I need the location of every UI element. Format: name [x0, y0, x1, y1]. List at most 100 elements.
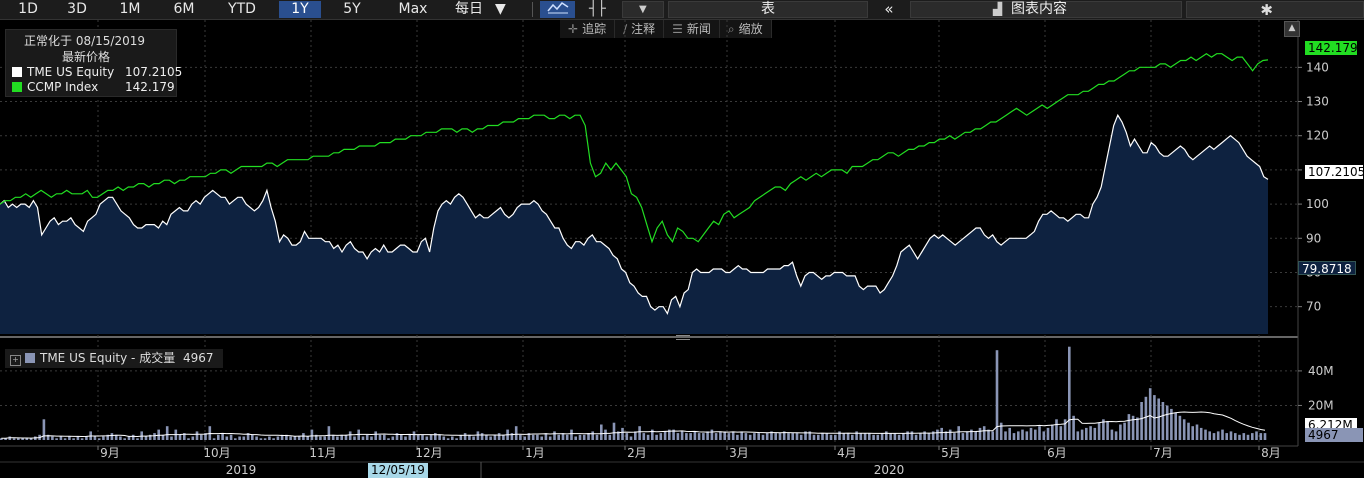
legend-series-name: TME US Equity	[27, 65, 115, 79]
volume-bar	[170, 436, 173, 440]
chart-legend[interactable]: 正常化于 08/15/2019 最新价格 TME US Equity 107.2…	[5, 29, 182, 97]
volume-bar	[200, 434, 203, 440]
chart-tools: ✛ 追踪 ∕ 注释 ☰ 新闻 ⌕ 缩放	[560, 20, 772, 38]
volume-bar	[1255, 431, 1258, 440]
legend-item-ccmp[interactable]: CCMP Index 142.179	[12, 80, 175, 94]
volume-bar	[1080, 429, 1084, 440]
volume-bar	[834, 434, 837, 440]
volume-bar	[774, 433, 777, 440]
latest-price-label: 最新价格	[62, 50, 111, 64]
volume-bar	[1259, 433, 1263, 440]
chart-type-dropdown[interactable]: ▼	[622, 1, 664, 18]
news-button[interactable]: ☰ 新闻	[664, 20, 720, 38]
track-button[interactable]: ✛ 追踪	[560, 20, 616, 38]
volume-bar	[1089, 426, 1092, 440]
volume-bar	[553, 431, 556, 440]
volume-bar	[706, 431, 709, 440]
volume-bar	[425, 436, 429, 440]
volume-bar	[0, 438, 3, 440]
range-button-1d[interactable]: 1D	[18, 1, 38, 17]
line-chart-glyph	[546, 2, 568, 14]
legend-series-value: 107.2105	[125, 65, 183, 79]
annotate-button[interactable]: ∕ 注释	[615, 20, 665, 38]
legend-swatch	[12, 67, 22, 77]
volume-bar	[387, 438, 390, 440]
legend-item-tme[interactable]: TME US Equity 107.2105	[12, 65, 182, 79]
candlestick-icon[interactable]: ┤├	[589, 1, 606, 17]
volume-bar	[1238, 434, 1241, 440]
collapse-icon[interactable]: «	[884, 0, 894, 18]
x-tick-label: 1月	[525, 446, 545, 460]
chart-content-button[interactable]: ▟ 图表内容	[910, 1, 1182, 18]
volume-bar	[1046, 427, 1050, 440]
volume-bar	[1034, 429, 1037, 440]
volume-legend[interactable]: + TME US Equity - 成交量 4967	[5, 349, 223, 368]
volume-bar	[319, 436, 322, 440]
volume-bar	[791, 433, 794, 440]
range-button-6m[interactable]: 6M	[173, 1, 195, 17]
ccmp-line[interactable]	[0, 52, 1269, 244]
gear-icon: ✱	[1260, 1, 1273, 19]
volume-bar	[348, 431, 352, 440]
volume-bar	[408, 434, 412, 440]
legend-series-value: 142.179	[125, 80, 175, 94]
range-button-1m[interactable]: 1M	[119, 1, 141, 17]
volume-bar	[344, 434, 348, 440]
volume-bar	[306, 436, 309, 440]
volume-bar	[251, 434, 254, 440]
gear-button[interactable]: ✱	[1186, 1, 1364, 19]
volume-bar	[625, 433, 629, 440]
scroll-up-button[interactable]: ▲	[1284, 21, 1300, 37]
volume-bar	[889, 433, 892, 440]
volume-bar	[778, 433, 782, 440]
volume-bar	[476, 431, 480, 440]
volume-bar	[1182, 419, 1186, 440]
volume-bar	[395, 433, 399, 440]
volume-bar	[148, 434, 152, 440]
range-button-max[interactable]: Max	[398, 1, 428, 17]
volume-bar	[1225, 433, 1228, 440]
volume-bar	[872, 434, 875, 440]
volume-bar	[736, 434, 739, 440]
tme-line[interactable]	[0, 113, 1269, 315]
volume-bar	[383, 434, 386, 440]
volume-bar	[931, 431, 935, 440]
table-button[interactable]: 表	[668, 1, 868, 18]
volume-bar	[944, 431, 948, 440]
range-button-5y[interactable]: 5Y	[343, 1, 361, 17]
volume-bar	[1106, 421, 1109, 440]
range-button-1y[interactable]: 1Y	[279, 1, 321, 18]
volume-bar	[880, 433, 884, 440]
volume-bar	[1251, 433, 1254, 440]
volume-bar	[651, 429, 654, 440]
frequency-dropdown[interactable]: 每日 ▼	[455, 1, 506, 17]
volume-bar	[999, 422, 1003, 440]
volume-bar	[804, 431, 807, 440]
range-button-ytd[interactable]: YTD	[228, 1, 256, 17]
volume-bar	[280, 434, 284, 440]
volume-bar	[582, 434, 586, 440]
volume-bar	[378, 434, 382, 440]
volume-bar	[1029, 427, 1033, 440]
volume-bar	[914, 434, 918, 440]
line-chart-icon[interactable]	[540, 1, 575, 18]
zoom-button[interactable]: ⌕ 缩放	[719, 20, 772, 38]
volume-bar	[812, 434, 816, 440]
volume-bar	[514, 426, 518, 440]
magnifier-icon: ⌕	[727, 22, 735, 36]
volume-bar	[565, 434, 569, 440]
axis-layer: 7080901001101201301409月10月11月12月1月2月3月4月…	[97, 60, 1334, 478]
volume-bar	[400, 434, 403, 440]
x-tick-label: 8月	[1261, 446, 1281, 460]
volume-bar	[1127, 414, 1131, 440]
news-icon: ☰	[672, 22, 683, 36]
pane-splitter-handle[interactable]	[676, 335, 690, 340]
volume-bar	[370, 436, 373, 440]
volume-bar	[153, 433, 156, 440]
volume-bar	[1068, 346, 1071, 440]
expand-icon[interactable]: +	[10, 355, 21, 366]
volume-bar	[587, 433, 590, 440]
volume-bar	[600, 424, 603, 440]
range-button-3d[interactable]: 3D	[67, 1, 87, 17]
